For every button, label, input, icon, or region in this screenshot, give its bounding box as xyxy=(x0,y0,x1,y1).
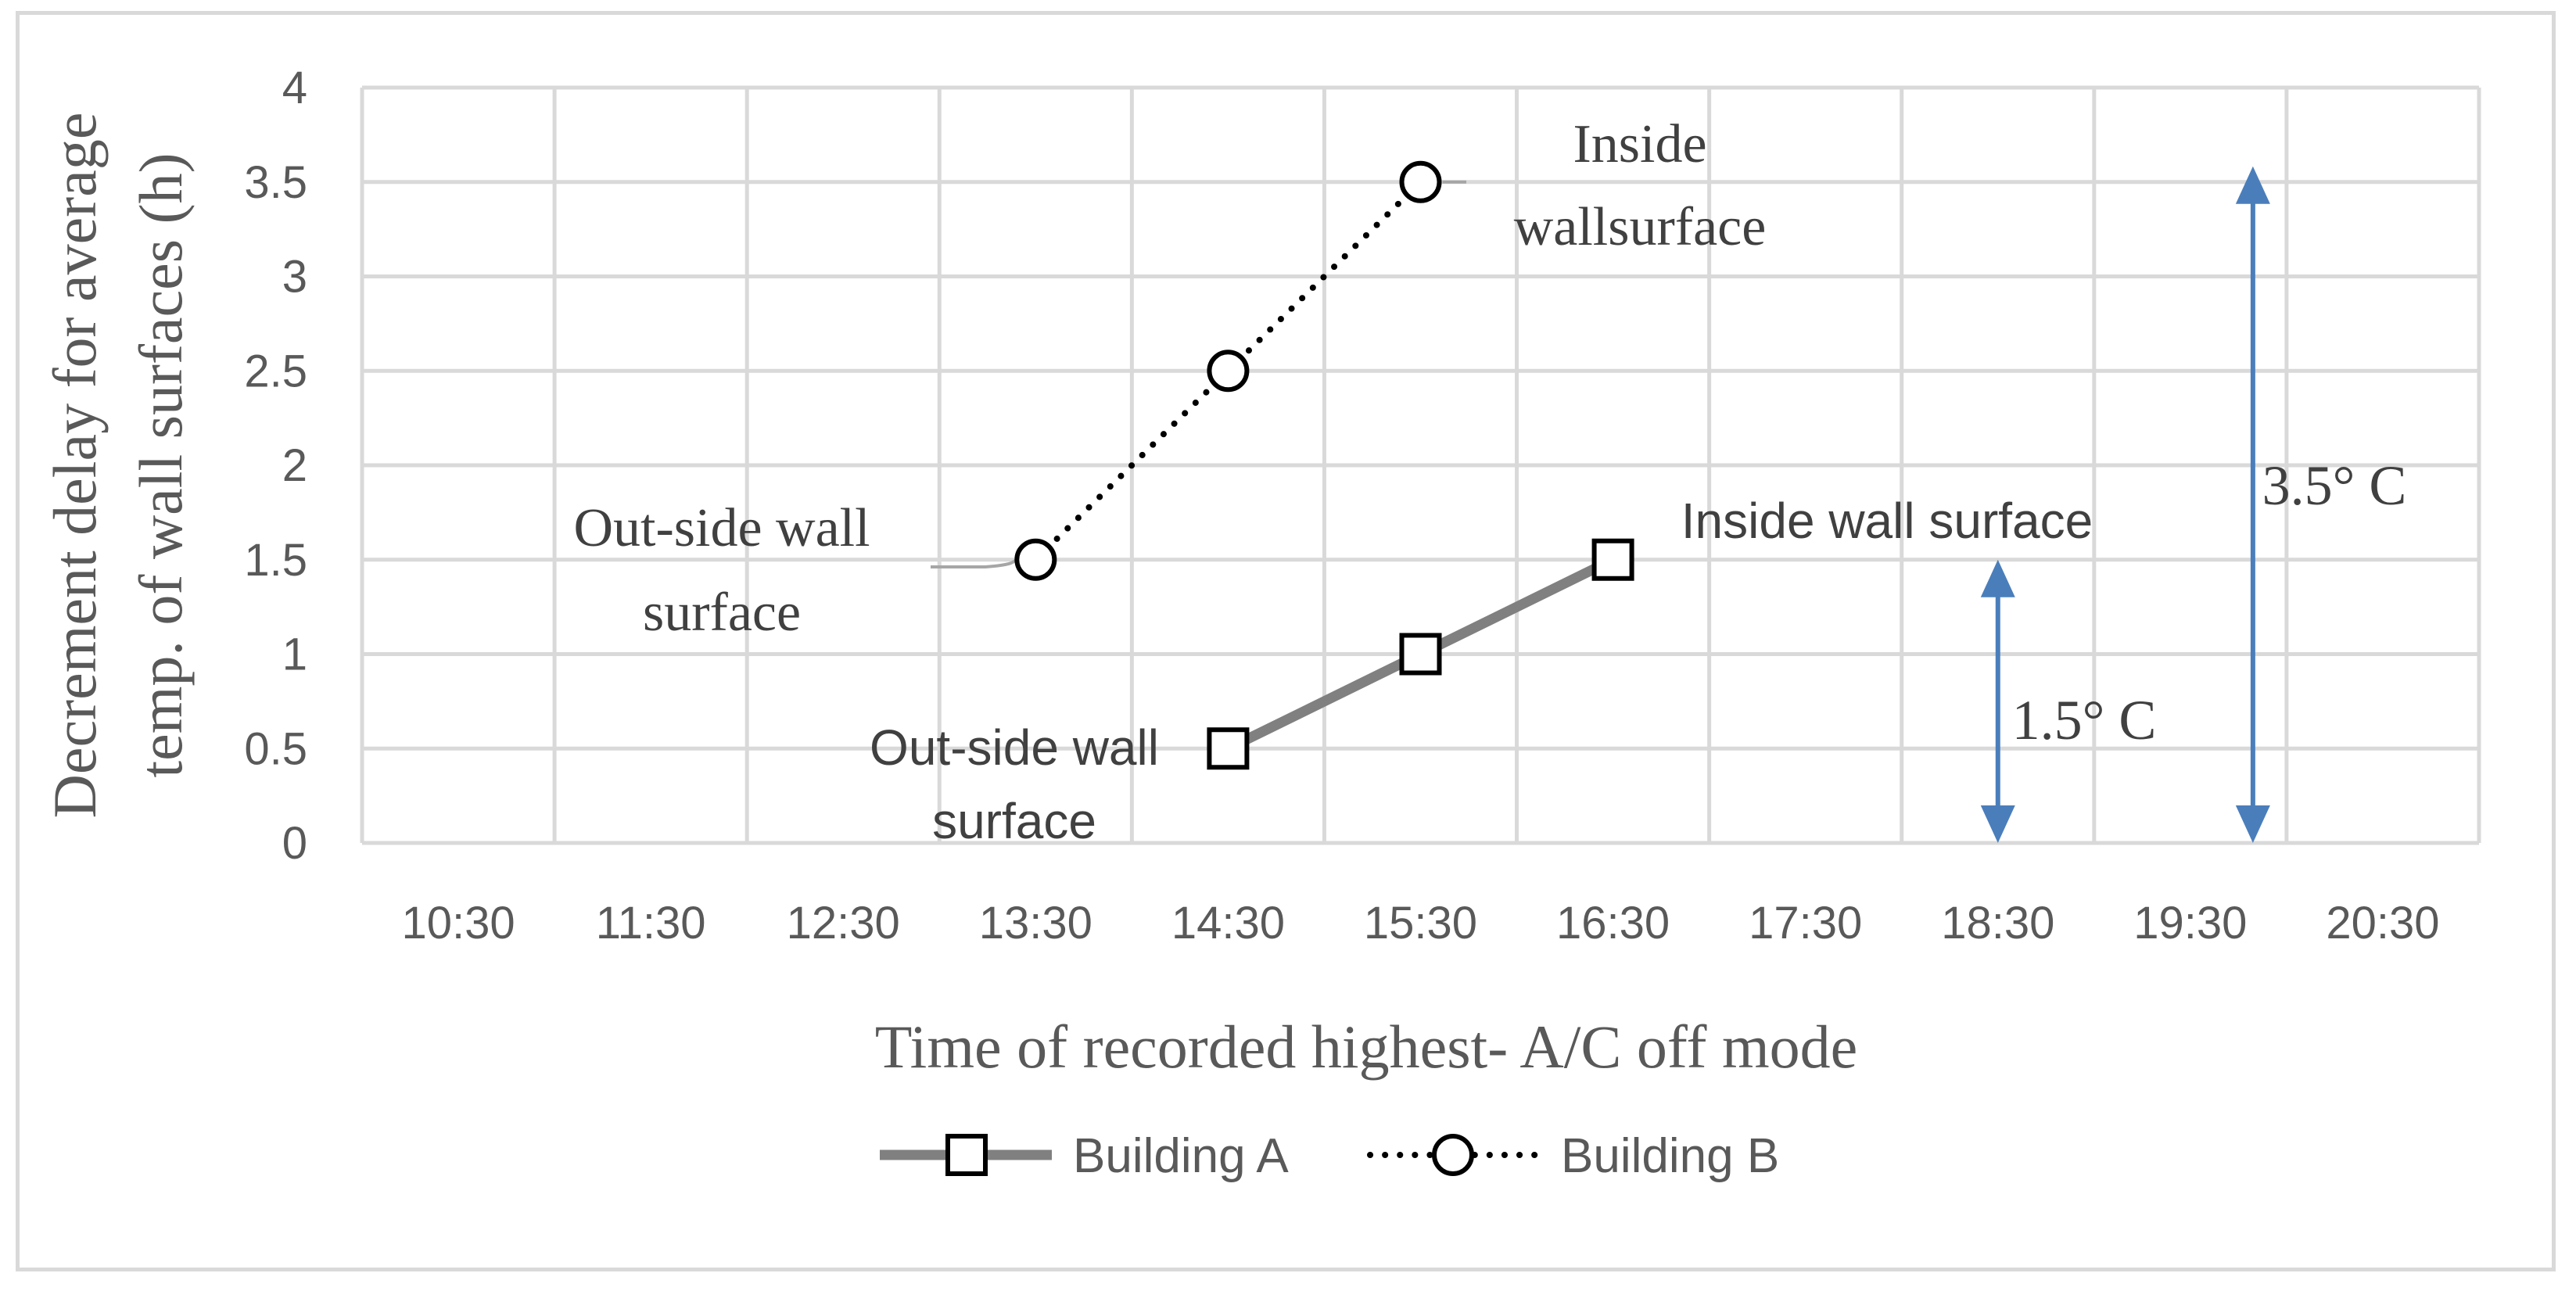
x-tick-label: 10:30 xyxy=(401,898,515,949)
annotation-a-outside: surface xyxy=(932,793,1096,849)
legend: Building A Building B xyxy=(880,1129,1779,1183)
x-tick-label: 20:30 xyxy=(2326,898,2439,949)
square-marker xyxy=(1591,538,1634,581)
annotation-b-inside: Inside xyxy=(1573,114,1706,174)
x-axis-label: Time of recorded highest- A/C off mode xyxy=(875,1013,1858,1081)
x-tick-label: 14:30 xyxy=(1171,898,1285,949)
y-axis-label: Decrement delay for average temp. of wall… xyxy=(41,113,195,819)
circle-marker xyxy=(1207,350,1250,393)
y-tick-label: 1.5 xyxy=(244,535,307,586)
x-tick-label: 13:30 xyxy=(979,898,1092,949)
range-arrow-small xyxy=(1980,559,2015,843)
series-building-b xyxy=(1014,160,1442,581)
arrow-label-large: 3.5° C xyxy=(2262,454,2407,517)
arrow-head-down xyxy=(2235,805,2270,843)
y-tick-label: 0 xyxy=(282,818,307,869)
y-tick-label: 2.5 xyxy=(244,346,307,396)
circle-marker xyxy=(1399,160,1442,203)
x-tick-labels: 10:30 11:30 12:30 13:30 14:30 15:30 16:30 17:30… xyxy=(401,898,2439,949)
arrow-head-down xyxy=(1980,805,2015,843)
annotation-b-outside: surface xyxy=(643,583,801,643)
arrow-label-small: 1.5° C xyxy=(2012,689,2157,751)
chart-frame xyxy=(16,11,2556,1271)
range-arrows: 1.5° C 3.5° C xyxy=(1980,166,2407,843)
series-building-a xyxy=(1207,538,1634,770)
y-axis-label-group: Decrement delay for average temp. of wall… xyxy=(41,113,195,819)
legend-label-building-a: Building A xyxy=(1073,1129,1289,1183)
range-arrow-large xyxy=(2235,166,2270,843)
circle-marker-icon xyxy=(1432,1134,1474,1176)
x-tick-label: 12:30 xyxy=(787,898,900,949)
y-axis-label-line: temp. of wall surfaces (h) xyxy=(127,152,195,777)
y-tick-label: 2 xyxy=(282,440,307,491)
x-tick-label: 15:30 xyxy=(1364,898,1477,949)
y-tick-label: 0.5 xyxy=(244,723,307,774)
x-tick-label: 11:30 xyxy=(596,898,706,949)
legend-item-building-a: Building A xyxy=(880,1129,1289,1183)
legend-item-building-b: Building B xyxy=(1367,1129,1779,1183)
square-marker-icon xyxy=(945,1134,988,1176)
y-axis-label-line: Decrement delay for average xyxy=(41,113,109,819)
y-tick-labels: 0 0.5 1 1.5 2 2.5 3 3.5 4 xyxy=(244,63,307,869)
x-tick-label: 19:30 xyxy=(2133,898,2247,949)
x-tick-label: 17:30 xyxy=(1749,898,1862,949)
y-tick-label: 4 xyxy=(282,63,307,113)
x-tick-label: 18:30 xyxy=(1941,898,2054,949)
y-tick-label: 1 xyxy=(282,629,307,680)
annotation-a-outside: Out-side wall xyxy=(870,719,1159,776)
callout-leaders xyxy=(931,180,1466,568)
annotations: Out-side wall surface Inside wallsurface Out… xyxy=(573,114,2093,849)
square-marker xyxy=(1207,727,1250,770)
square-marker xyxy=(1399,633,1442,676)
annotation-a-inside: Inside wall surface xyxy=(1681,493,2093,549)
annotation-b-outside: Out-side wall xyxy=(573,498,870,558)
y-tick-label: 3.5 xyxy=(244,157,307,208)
x-tick-label: 16:30 xyxy=(1556,898,1670,949)
legend-label-building-b: Building B xyxy=(1561,1129,1779,1183)
grid xyxy=(360,85,2481,845)
circle-marker xyxy=(1014,538,1057,581)
arrow-head-up xyxy=(1980,559,2015,597)
y-tick-label: 3 xyxy=(282,252,307,303)
arrow-head-up xyxy=(2235,166,2270,204)
annotation-b-inside: wallsurface xyxy=(1514,197,1767,257)
leader-line xyxy=(931,558,1016,568)
